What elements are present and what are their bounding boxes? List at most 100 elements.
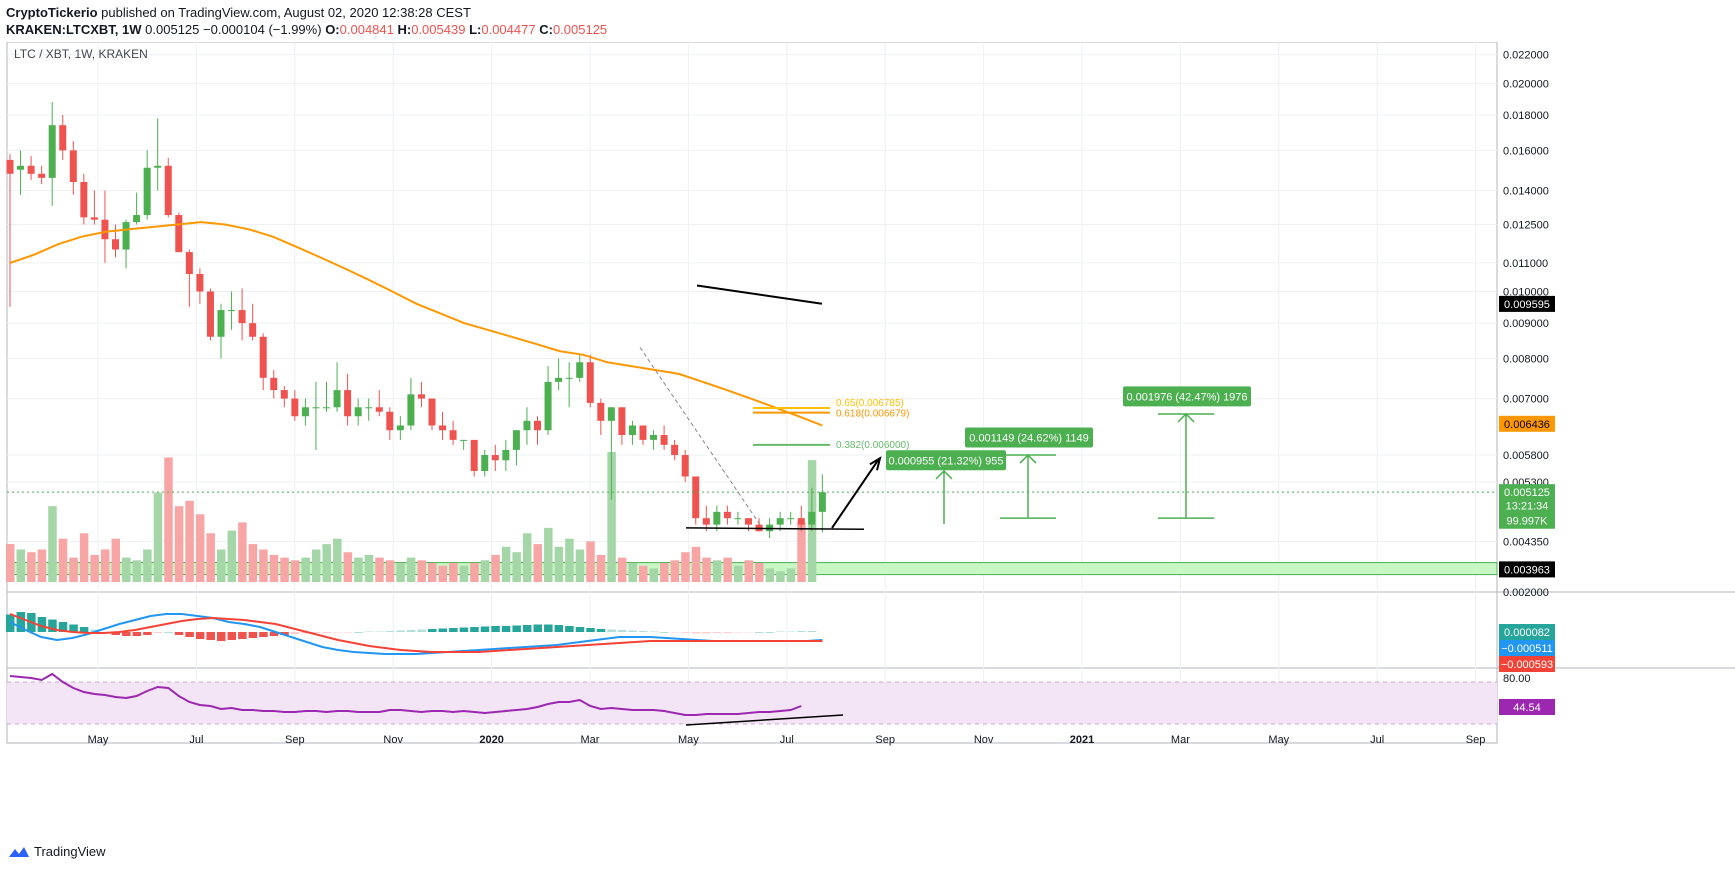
- volume-bar: [48, 506, 57, 582]
- volume-bar: [354, 557, 363, 582]
- candle-body: [27, 165, 35, 174]
- volume-bar: [69, 557, 78, 582]
- macd-histogram-bar: [406, 630, 416, 632]
- author-name[interactable]: CryptoTickerio: [6, 5, 98, 20]
- downtrend-dashed-line: [639, 347, 761, 525]
- macd-histogram-bar: [586, 628, 595, 632]
- candle-body: [185, 252, 193, 274]
- candle-body: [122, 222, 130, 250]
- candle-body: [439, 425, 447, 431]
- candle-body: [48, 125, 56, 178]
- candle-body: [375, 407, 383, 412]
- volume-bar: [58, 538, 68, 582]
- chart-canvas[interactable]: May Jul Sep Nov 2020 Mar May Jul Sep Nov 2021 Mar Ma…: [0, 42, 1735, 842]
- candle-body: [365, 407, 373, 409]
- x-tick-label: May: [678, 734, 699, 746]
- candle-body: [555, 377, 563, 382]
- volume-bar: [617, 557, 627, 582]
- target-label-text: 0.001976 (42.47%) 1976: [1126, 391, 1247, 403]
- candle-body: [417, 394, 425, 399]
- candle-body: [386, 411, 394, 431]
- macd-histogram-bar: [343, 632, 353, 633]
- y-tick-label: 0.022000: [1503, 50, 1549, 62]
- candle-body: [449, 430, 457, 440]
- candle-body: [90, 217, 98, 220]
- candle-body: [745, 518, 752, 525]
- high-label: H:: [397, 22, 412, 37]
- close-label: C:: [539, 22, 553, 37]
- volume-bar: [396, 563, 405, 582]
- volume-bar: [459, 565, 469, 582]
- macd-histogram-bar: [58, 622, 68, 632]
- candle-body: [734, 518, 742, 520]
- candle-body: [607, 407, 615, 421]
- candle-body: [776, 518, 784, 525]
- low-label: L:: [469, 22, 482, 37]
- macd-histogram-bar: [776, 631, 785, 632]
- volume-bar: [565, 538, 574, 582]
- y-tick-label: 0.016000: [1503, 145, 1549, 157]
- volume-bar: [575, 549, 585, 582]
- volume-bar: [37, 549, 47, 582]
- fib-level-label: 0.382(0.006000): [836, 440, 909, 451]
- volume-bar: [765, 568, 775, 582]
- macd-histogram-bar: [491, 626, 500, 632]
- target-arrow-head: [935, 469, 953, 480]
- price-label-text: 0.005125: [1504, 487, 1550, 499]
- x-tick-label: Mar: [581, 734, 600, 746]
- macd-histogram-bar: [607, 629, 616, 632]
- volume-bar: [723, 557, 732, 582]
- y-tick-label-rsi: 80.00: [1503, 673, 1531, 685]
- candle-body: [639, 425, 647, 440]
- volume-bar: [691, 546, 701, 582]
- volume-bar: [333, 538, 342, 582]
- volume-bar: [364, 554, 374, 582]
- price-label-text: 13:21:34: [1506, 501, 1549, 513]
- macd-signal-line: [9, 613, 823, 653]
- candle-body: [650, 435, 658, 440]
- macd-histogram-bar: [111, 632, 120, 635]
- macd-histogram-bar: [639, 631, 648, 632]
- candle-body: [818, 492, 826, 512]
- y-tick-label: 0.012500: [1503, 219, 1549, 231]
- macd-histogram-bar: [512, 625, 521, 632]
- price-label-box: [1499, 497, 1555, 514]
- macd-histogram-bar: [649, 631, 659, 632]
- y-tick-label: 0.007000: [1503, 394, 1549, 406]
- volume-bar: [596, 554, 606, 582]
- macd-histogram-bar: [164, 632, 173, 633]
- candle-body: [133, 215, 141, 223]
- candle-body: [217, 310, 225, 337]
- candle-body: [576, 362, 584, 378]
- macd-price-label-text: −0.000511: [1501, 643, 1553, 655]
- volume-bar: [27, 552, 36, 582]
- support-trendline: [685, 527, 865, 530]
- macd-histogram-bar: [596, 629, 606, 632]
- y-tick-label: 0.018000: [1503, 110, 1549, 122]
- volume-bar: [449, 563, 458, 582]
- macd-histogram-bar: [660, 632, 669, 633]
- volume-bar: [195, 514, 205, 582]
- moving-average-line: [9, 221, 823, 427]
- candle-body: [618, 407, 626, 436]
- rsi-price-label-text: 44.54: [1513, 702, 1541, 714]
- symbol-label: KRAKEN:LTCXBT, 1W: [6, 22, 142, 37]
- pane-title: LTC / XBT, 1W, KRAKEN: [14, 47, 148, 61]
- price-label-box: [1499, 484, 1555, 501]
- macd-histogram-bar: [385, 631, 395, 632]
- macd-histogram-bar: [470, 627, 479, 632]
- candle-body: [280, 390, 288, 399]
- resistance-trendline: [696, 284, 823, 305]
- macd-histogram-bar: [765, 632, 775, 633]
- macd-histogram-bar: [333, 632, 342, 633]
- y-tick-label: 0.004350: [1503, 536, 1549, 548]
- volume-bar: [480, 560, 490, 582]
- target-label-text: 0.000955 (21.32%) 955: [889, 455, 1004, 467]
- price-label-box: [1499, 512, 1555, 529]
- x-tick-label: 2021: [1070, 734, 1094, 746]
- target-label-box: [1123, 386, 1251, 407]
- volume-bar: [428, 563, 437, 582]
- candle-body: [196, 273, 204, 292]
- candle-body: [206, 291, 214, 337]
- volume-bar: [755, 563, 764, 582]
